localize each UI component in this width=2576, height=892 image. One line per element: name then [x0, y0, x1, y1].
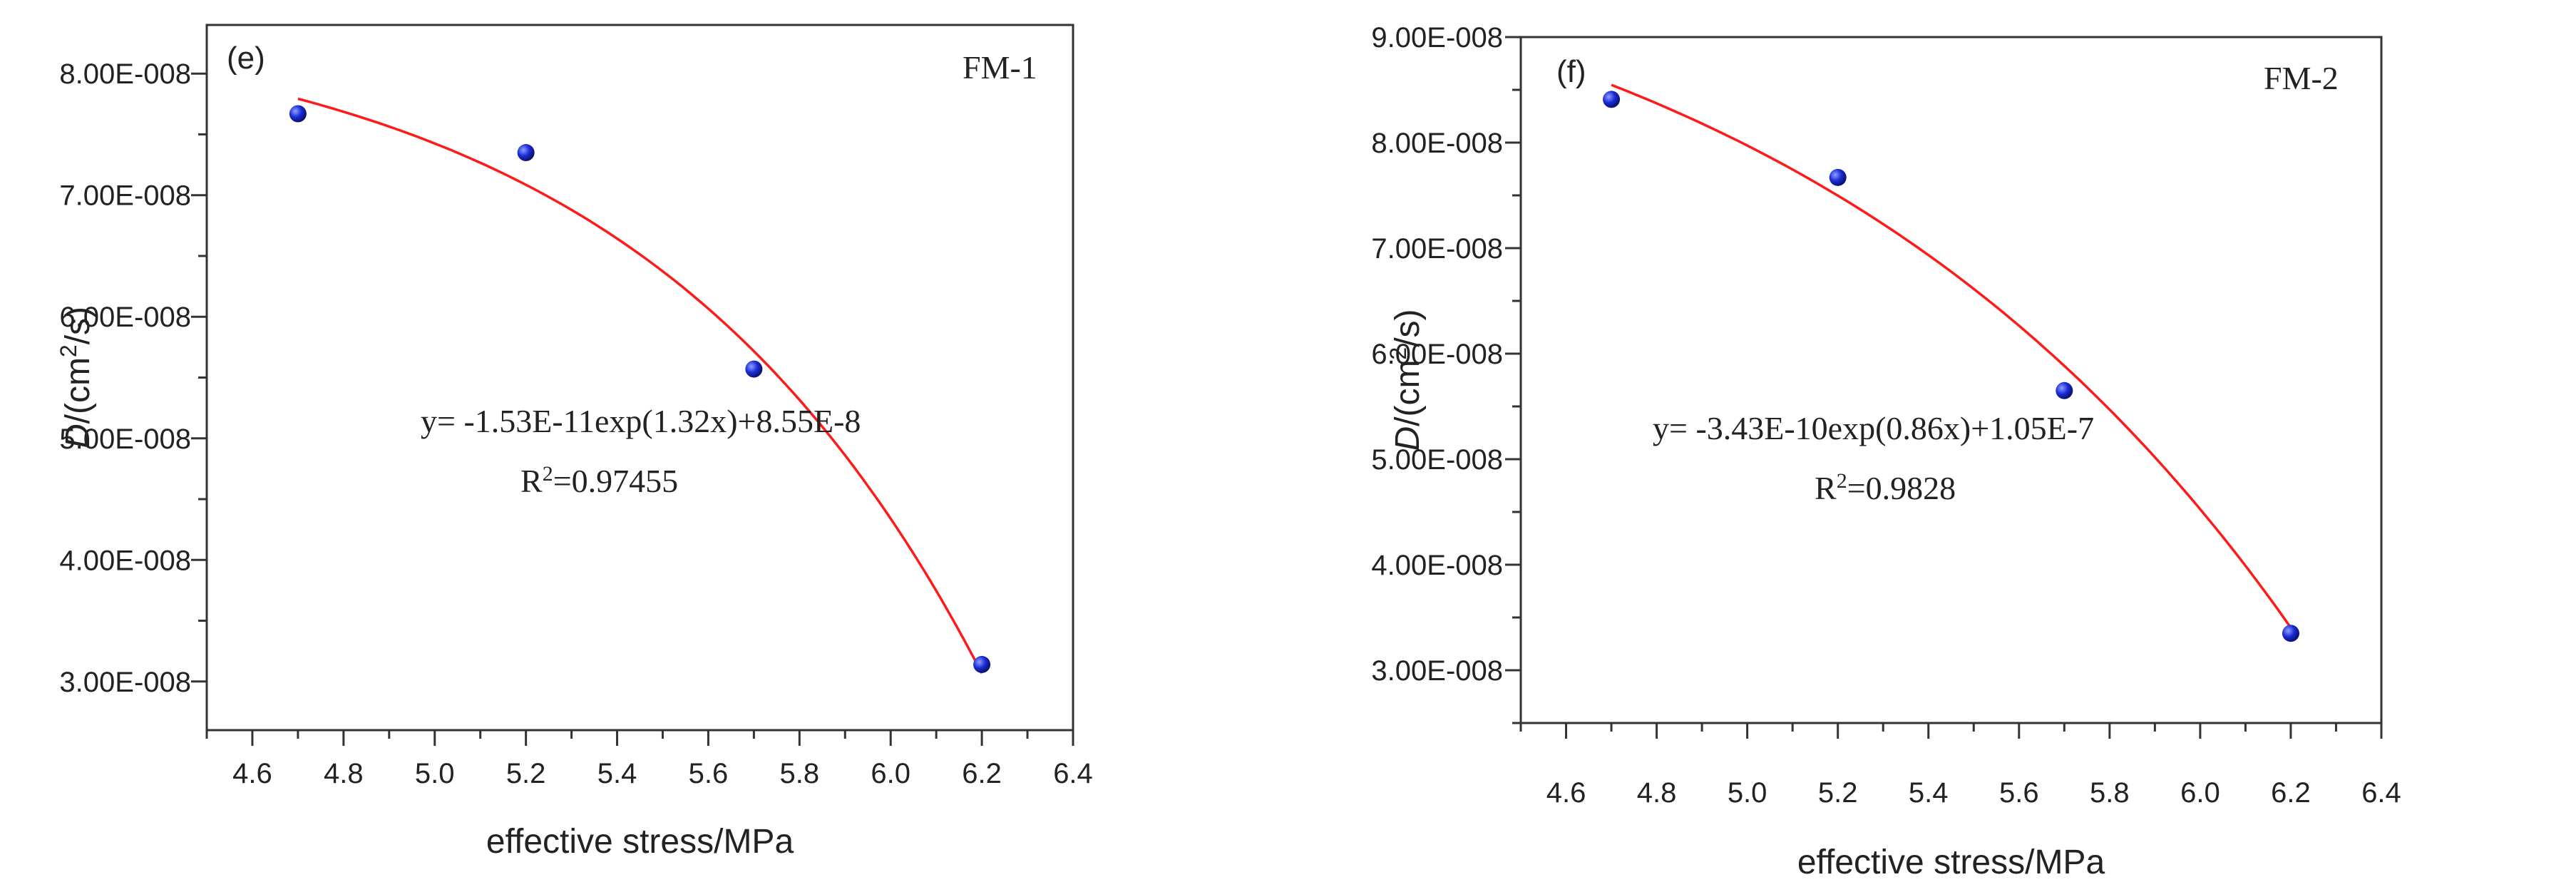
y-axis-title-suffix: /s) — [59, 307, 97, 344]
r-squared-sup: 2 — [1837, 469, 1847, 493]
fit-curve — [297, 97, 983, 675]
fit-curve — [1611, 83, 2292, 629]
y-tick-label: 8.00E-008 — [59, 58, 191, 90]
r-squared: R2=0.97455 — [520, 462, 678, 500]
y-axis-title: D/(cm2/s) — [56, 307, 97, 448]
y-axis-title-prefix: /(cm — [59, 357, 97, 424]
x-tick-label: 5.6 — [689, 758, 729, 789]
x-axis-title: effective stress/MPa — [486, 823, 794, 861]
data-point — [1829, 168, 1847, 186]
y-axis-title-suffix: /s) — [1389, 309, 1427, 347]
x-tick-label: 5.0 — [415, 758, 455, 789]
r-squared-label: R — [1815, 470, 1837, 506]
chart-panel-e: 4.6 4.8 5.0 5.2 5.4 5.6 5.8 6.0 6.2 6.4 3.00E-008 4… — [56, 24, 1093, 861]
y-tick-label: 3.00E-008 — [1371, 655, 1503, 687]
x-tick-label: 6.4 — [1053, 758, 1093, 789]
data-point — [2056, 381, 2073, 399]
data-point — [517, 144, 535, 162]
sample-label: FM-1 — [963, 49, 1037, 86]
data-point — [1603, 91, 1621, 108]
x-tick-label: 6.4 — [2361, 777, 2401, 809]
x-tick-label: 5.2 — [506, 758, 546, 789]
x-tick-label: 5.4 — [597, 758, 637, 789]
x-tick-label: 6.0 — [871, 758, 910, 789]
y-tick-label: 6.00E-008 — [59, 302, 191, 333]
chart-panel-f: 4.6 4.8 5.0 5.2 5.4 5.6 5.8 6.0 6.2 6.4 3.00E-008 4… — [1371, 22, 2401, 881]
data-point — [2282, 625, 2299, 642]
x-tick-label: 4.8 — [324, 758, 364, 789]
x-tick-label: 4.6 — [1546, 777, 1586, 809]
r-squared-label: R — [520, 463, 543, 499]
x-tick-label: 4.8 — [1637, 777, 1677, 809]
x-tick-label: 5.8 — [2090, 777, 2130, 809]
y-tick-label: 7.00E-008 — [1371, 233, 1503, 265]
y-tick-label: 4.00E-008 — [1371, 550, 1503, 581]
y-tick-label: 7.00E-008 — [59, 180, 191, 212]
data-point — [745, 360, 763, 378]
y-axis-title-prefix: /(cm — [1389, 360, 1427, 426]
y-axis-title-sup: 2 — [1385, 347, 1411, 360]
r-squared-value: =0.97455 — [553, 463, 678, 499]
x-axis-title: effective stress/MPa — [1797, 844, 2105, 881]
fit-equation: y= -3.43E-10exp(0.86x)+1.05E-7 — [1653, 410, 2094, 446]
x-tick-label: 5.0 — [1728, 777, 1767, 809]
x-tick-label: 6.2 — [2271, 777, 2311, 809]
y-tick-label: 4.00E-008 — [59, 545, 191, 576]
x-tick-label: 5.2 — [1818, 777, 1858, 809]
y-axis-title-italic: D — [1389, 426, 1427, 451]
x-tick-label: 5.4 — [1909, 777, 1949, 809]
r-squared-sup: 2 — [543, 462, 553, 486]
x-tick-label: 6.2 — [962, 758, 1002, 789]
y-tick-label: 5.00E-008 — [1371, 444, 1503, 476]
panel-label: (e) — [227, 41, 265, 76]
x-tick-label: 4.6 — [232, 758, 272, 789]
y-tick-label: 8.00E-008 — [1371, 128, 1503, 159]
y-tick-label: 9.00E-008 — [1371, 22, 1503, 53]
data-point — [973, 655, 991, 673]
panel-label: (f) — [1556, 54, 1586, 89]
y-tick-label: 3.00E-008 — [59, 667, 191, 698]
plot-frame — [205, 24, 1074, 732]
y-axis-title: D/(cm2/s) — [1385, 309, 1427, 451]
fit-equation: y= -1.53E-11exp(1.32x)+8.55E-8 — [421, 403, 861, 439]
y-tick-label: 6.00E-008 — [1371, 339, 1503, 370]
sample-label: FM-2 — [2264, 60, 2339, 96]
x-tick-label: 5.6 — [1999, 777, 2039, 809]
r-squared: R2=0.9828 — [1815, 469, 1956, 507]
x-tick-label: 6.0 — [2180, 777, 2220, 809]
y-axis-title-italic: D — [59, 424, 97, 448]
y-tick-label: 5.00E-008 — [59, 424, 191, 455]
plot-frame — [1519, 36, 2383, 724]
y-axis-title-sup: 2 — [56, 344, 81, 357]
r-squared-value: =0.9828 — [1847, 470, 1956, 506]
data-point — [289, 105, 307, 123]
x-tick-label: 5.8 — [780, 758, 820, 789]
